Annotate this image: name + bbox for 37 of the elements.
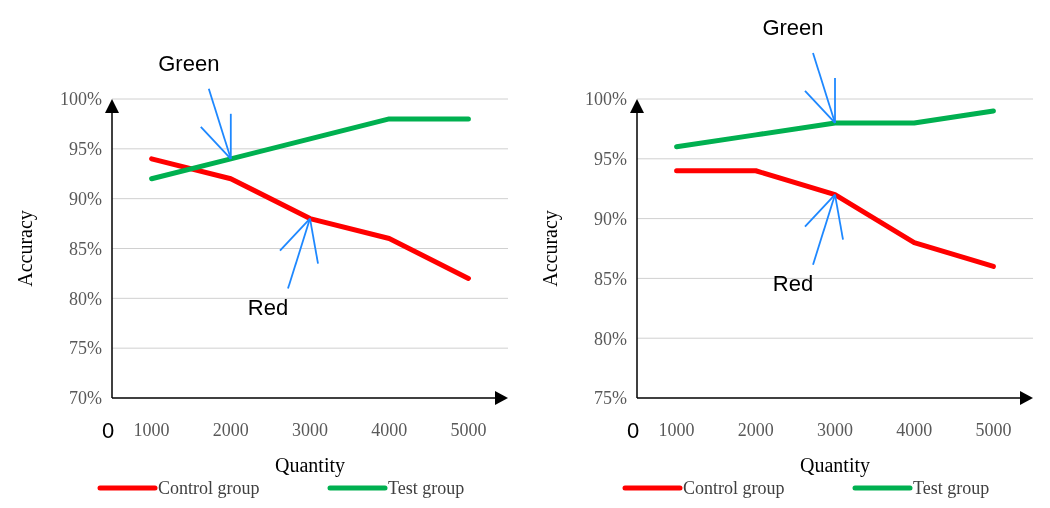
- y-tick-label: 75%: [594, 388, 627, 409]
- x-axis-title: Quantity: [800, 454, 870, 477]
- x-tick-label: 2000: [212, 420, 249, 440]
- y-tick-label: 90%: [594, 208, 627, 229]
- y-tick-label: 100%: [60, 89, 102, 110]
- text: 0: [101, 418, 115, 443]
- x-tick-label: 1000: [658, 420, 695, 440]
- x-tick-label: 1000: [133, 420, 170, 440]
- y-tick-label: 100%: [585, 89, 627, 110]
- y-tick-label: 70%: [69, 388, 102, 409]
- x-tick-label: 4000: [371, 420, 408, 440]
- legend-label: Control group: [683, 478, 785, 498]
- y-tick-label: 80%: [69, 288, 102, 309]
- annotation: Red: [772, 270, 814, 296]
- x-tick-label: 3000: [292, 420, 328, 440]
- y-axis-title: Accuracy: [539, 210, 562, 287]
- legend-label: Control group: [158, 478, 260, 498]
- y-axis-title: Accuracy: [14, 210, 37, 287]
- y-tick-label: 85%: [594, 268, 627, 289]
- text: 0: [626, 418, 640, 443]
- x-tick-label: 2000: [737, 420, 774, 440]
- x-tick-label: 3000: [817, 420, 853, 440]
- x-tick-label: 5000: [975, 420, 1012, 440]
- annotation: Green: [762, 14, 824, 40]
- annotation: Red: [247, 294, 289, 320]
- annotation: Green: [158, 50, 220, 76]
- x-tick-label: 4000: [896, 420, 933, 440]
- y-tick-label: 90%: [69, 188, 102, 209]
- y-tick-label: 80%: [594, 328, 627, 349]
- y-tick-label: 75%: [69, 338, 102, 359]
- x-axis-title: Quantity: [275, 454, 345, 477]
- y-tick-label: 95%: [594, 149, 627, 170]
- y-tick-label: 85%: [69, 238, 102, 259]
- legend-label: Test group: [388, 478, 465, 498]
- legend-label: Test group: [913, 478, 990, 498]
- x-tick-label: 5000: [450, 420, 487, 440]
- y-tick-label: 95%: [69, 139, 102, 160]
